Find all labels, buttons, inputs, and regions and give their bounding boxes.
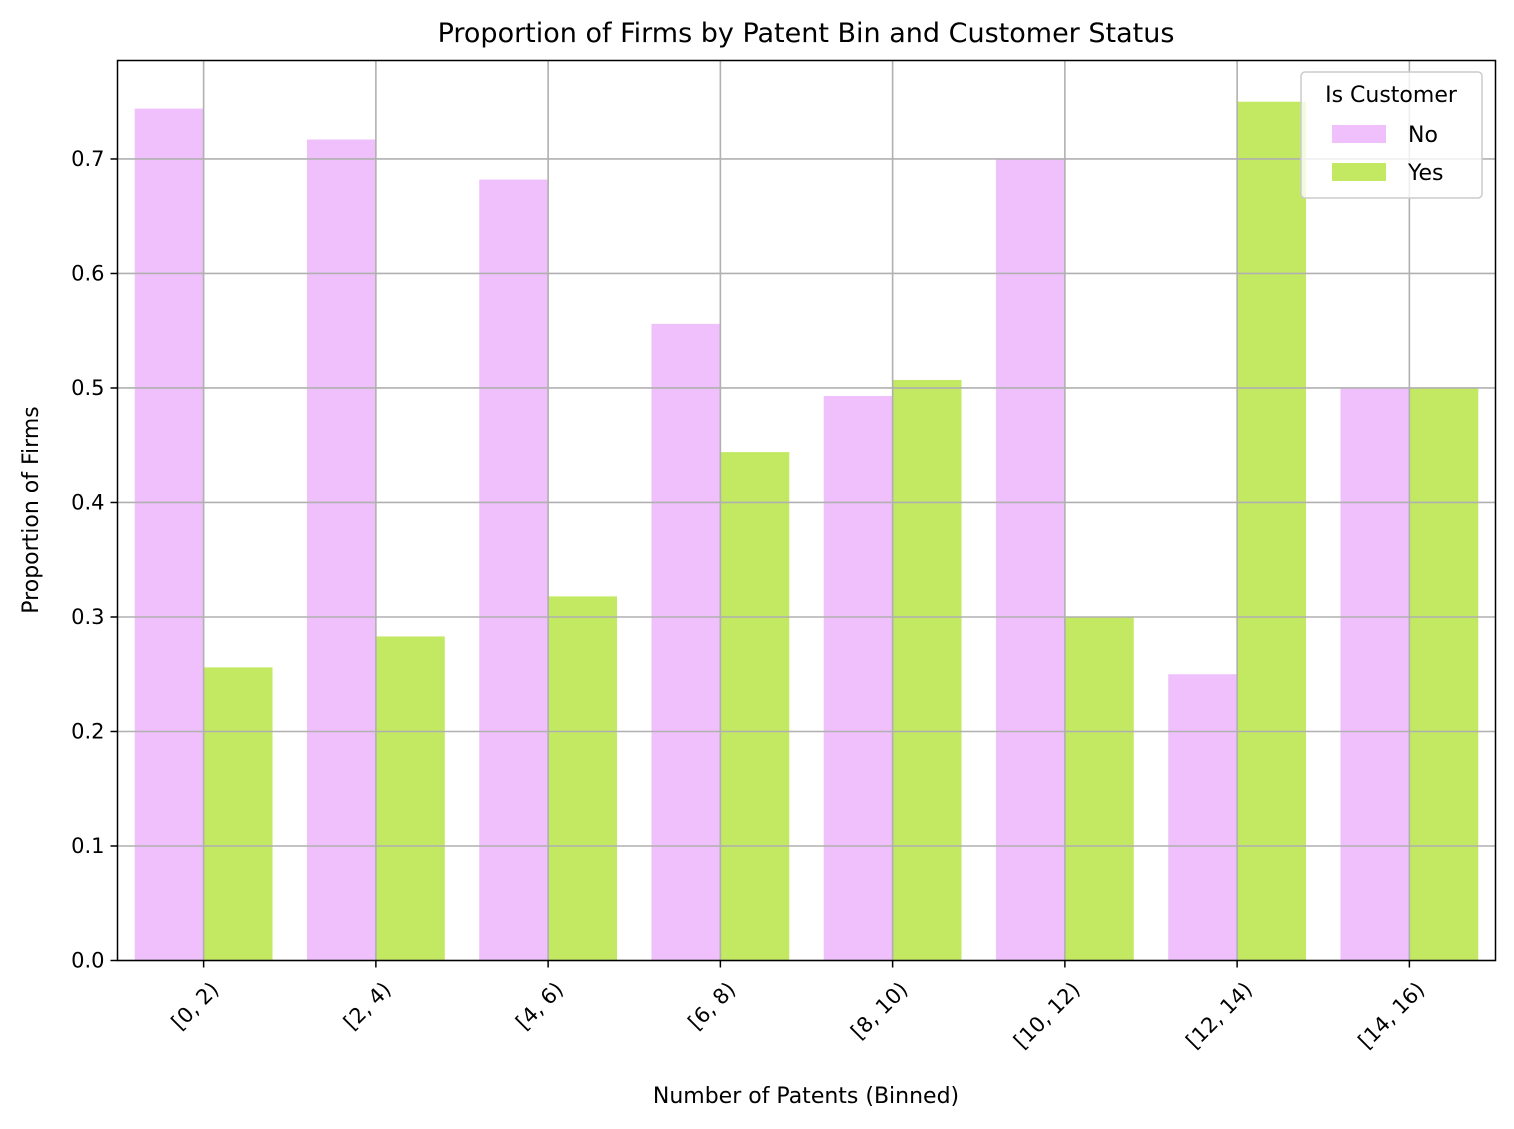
legend-title: Is Customer xyxy=(1325,83,1458,108)
y-tick-label-1: 0.1 xyxy=(71,834,104,858)
bar-no-3 xyxy=(651,323,721,961)
y-tick-label-5: 0.5 xyxy=(71,376,104,400)
y-tick-label-3: 0.3 xyxy=(71,605,104,629)
y-tick-label-2: 0.2 xyxy=(71,719,104,743)
bar-no-1 xyxy=(306,139,376,961)
bar-yes-1 xyxy=(375,636,445,961)
legend-swatch-no xyxy=(1332,125,1386,143)
bar-no-5 xyxy=(995,158,1065,961)
grid-lines xyxy=(117,60,1496,962)
y-tick-label-7: 0.7 xyxy=(71,147,104,171)
y-tick-label-4: 0.4 xyxy=(71,490,104,514)
chart-title: Proportion of Firms by Patent Bin and Cu… xyxy=(438,18,1175,49)
bar-yes-4 xyxy=(892,379,962,961)
legend-swatch-yes xyxy=(1332,163,1386,181)
bar-yes-6 xyxy=(1237,101,1307,961)
bar-no-0 xyxy=(134,108,204,961)
legend-label-no: No xyxy=(1408,123,1438,148)
y-axis-label: Proportion of Firms xyxy=(19,406,44,613)
bar-yes-3 xyxy=(720,452,790,961)
legend: Is Customer No Yes xyxy=(1300,71,1483,199)
x-axis-label: Number of Patents (Binned) xyxy=(653,1084,959,1109)
bar-yes-2 xyxy=(548,596,618,961)
bar-yes-7 xyxy=(1409,387,1479,961)
bar-yes-0 xyxy=(203,667,273,961)
bar-yes-5 xyxy=(1064,616,1134,961)
y-tick-label-0: 0.0 xyxy=(71,949,104,973)
legend-label-yes: Yes xyxy=(1407,161,1444,186)
bar-no-6 xyxy=(1168,674,1238,961)
bars xyxy=(134,101,1479,961)
plot-area xyxy=(116,59,1497,962)
plot-frame xyxy=(116,59,1497,962)
y-axis: 0.0 0.1 0.2 0.3 0.4 0.5 0.6 0.7 xyxy=(71,147,118,973)
bar-no-4 xyxy=(823,395,893,961)
bar-no-7 xyxy=(1340,387,1410,961)
bar-no-2 xyxy=(479,179,549,961)
y-tick-label-6: 0.6 xyxy=(71,261,104,285)
